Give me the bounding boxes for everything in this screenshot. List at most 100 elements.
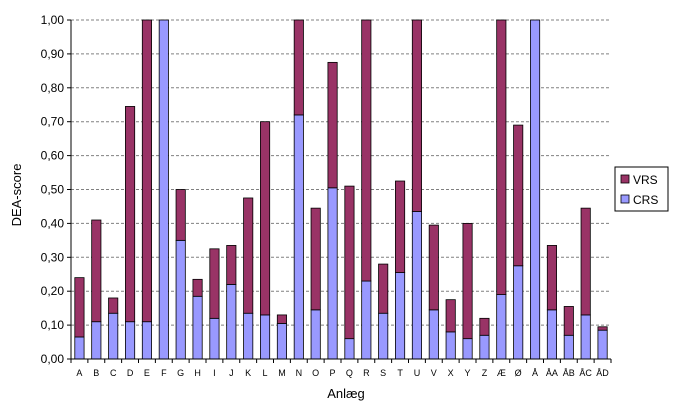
legend-swatch-vrs xyxy=(620,174,630,184)
bar-vrs-8 xyxy=(209,248,220,319)
x-tick-label: Y xyxy=(465,368,471,378)
bar-crs-25 xyxy=(496,294,507,360)
bar-vrs-12 xyxy=(276,314,287,324)
bar-crs-13 xyxy=(293,114,304,360)
x-tick-label: C xyxy=(110,368,117,378)
x-tick-label: P xyxy=(330,368,336,378)
bar-vrs-28 xyxy=(546,245,557,311)
y-tick-label: 1,00 xyxy=(41,13,65,27)
bar-vrs-21 xyxy=(428,224,439,311)
bar-crs-28 xyxy=(546,309,557,360)
x-tick-label: Å xyxy=(532,368,538,378)
x-tick-label: ÅC xyxy=(579,368,592,378)
bar-vrs-4 xyxy=(141,19,152,323)
legend: VRS CRS xyxy=(614,166,669,212)
bar-crs-22 xyxy=(445,331,456,360)
x-tick-label: S xyxy=(380,368,386,378)
y-tick-label: 0,50 xyxy=(41,183,65,197)
y-tick-label: 0,90 xyxy=(41,47,65,61)
bar-vrs-23 xyxy=(462,222,473,340)
x-tick-label: G xyxy=(177,368,184,378)
bar-crs-31 xyxy=(597,329,608,360)
bar-crs-1 xyxy=(91,321,102,360)
bar-crs-18 xyxy=(378,312,389,360)
bar-crs-19 xyxy=(395,272,406,360)
y-tick-label: 0,20 xyxy=(41,284,65,298)
bar-vrs-19 xyxy=(395,180,406,273)
y-tick-label: 0,80 xyxy=(41,81,65,95)
bar-crs-20 xyxy=(411,211,422,360)
x-axis-label: Anlæg xyxy=(327,386,365,401)
x-tick-label: A xyxy=(76,368,82,378)
y-axis-label: DEA-score xyxy=(9,164,24,227)
bar-crs-6 xyxy=(175,239,186,360)
y-tick-label: 0,00 xyxy=(41,352,65,366)
x-tick-label: Æ xyxy=(497,368,506,378)
x-tick-label: ÅD xyxy=(596,368,609,378)
x-tick-label: V xyxy=(431,368,437,378)
bar-crs-12 xyxy=(276,323,287,360)
bar-vrs-20 xyxy=(411,19,422,212)
bar-crs-24 xyxy=(479,334,490,360)
y-tick-label: 0,60 xyxy=(41,149,65,163)
bar-vrs-22 xyxy=(445,299,456,333)
bar-crs-8 xyxy=(209,317,220,360)
bar-vrs-10 xyxy=(243,197,254,314)
axes: 0,00 0,10 0,20 0,30 0,40 0,50 0,60 0,70 0,80 0,90… xyxy=(41,13,612,378)
bar-crs-27 xyxy=(530,19,541,360)
x-tick-label: Q xyxy=(346,368,353,378)
bar-crs-14 xyxy=(310,309,321,360)
x-tick-label: Z xyxy=(482,368,488,378)
bar-vrs-3 xyxy=(125,106,136,323)
bar-vrs-14 xyxy=(310,207,321,311)
x-tick-label: H xyxy=(194,368,201,378)
bar-vrs-2 xyxy=(108,297,119,314)
x-tick-label: D xyxy=(127,368,134,378)
bar-vrs-31 xyxy=(597,326,608,331)
x-tick-label: I xyxy=(213,368,216,378)
bar-vrs-29 xyxy=(563,306,574,336)
y-tick-label: 0,40 xyxy=(41,216,65,230)
bar-vrs-11 xyxy=(260,121,271,316)
bar-crs-9 xyxy=(226,284,237,360)
x-tick-label: Ø xyxy=(515,368,522,378)
bar-vrs-6 xyxy=(175,189,186,241)
bars xyxy=(74,19,608,360)
x-tick-label: R xyxy=(363,368,370,378)
bar-vrs-17 xyxy=(361,19,372,282)
bar-crs-17 xyxy=(361,280,372,360)
bar-vrs-16 xyxy=(344,185,355,340)
x-tick-label: E xyxy=(144,368,150,378)
x-tick-label: N xyxy=(296,368,303,378)
x-tick-label: T xyxy=(397,368,403,378)
bar-crs-29 xyxy=(563,334,574,360)
legend-label-crs: CRS xyxy=(633,193,658,207)
bar-crs-2 xyxy=(108,312,119,360)
x-tick-label: B xyxy=(93,368,99,378)
legend-label-vrs: VRS xyxy=(633,173,658,187)
bar-crs-15 xyxy=(327,187,338,360)
bar-crs-26 xyxy=(513,265,524,360)
legend-box xyxy=(614,166,669,212)
bar-vrs-26 xyxy=(513,124,524,267)
bar-vrs-25 xyxy=(496,19,507,295)
x-tick-label: F xyxy=(161,368,167,378)
y-tick-label: 0,70 xyxy=(41,115,65,129)
bar-vrs-0 xyxy=(74,277,85,338)
bar-vrs-9 xyxy=(226,245,237,285)
x-tick-label: U xyxy=(414,368,421,378)
bar-vrs-24 xyxy=(479,317,490,336)
x-tick-label: M xyxy=(278,368,286,378)
bar-crs-23 xyxy=(462,338,473,360)
x-tick-label: ÅB xyxy=(563,368,575,378)
bar-vrs-30 xyxy=(580,207,591,316)
bar-crs-0 xyxy=(74,336,85,360)
bar-crs-30 xyxy=(580,314,591,360)
bar-crs-10 xyxy=(243,312,254,360)
bar-crs-16 xyxy=(344,338,355,360)
bar-crs-4 xyxy=(141,321,152,360)
x-tick-label: X xyxy=(448,368,454,378)
bar-vrs-15 xyxy=(327,61,338,189)
bar-vrs-18 xyxy=(378,263,389,314)
